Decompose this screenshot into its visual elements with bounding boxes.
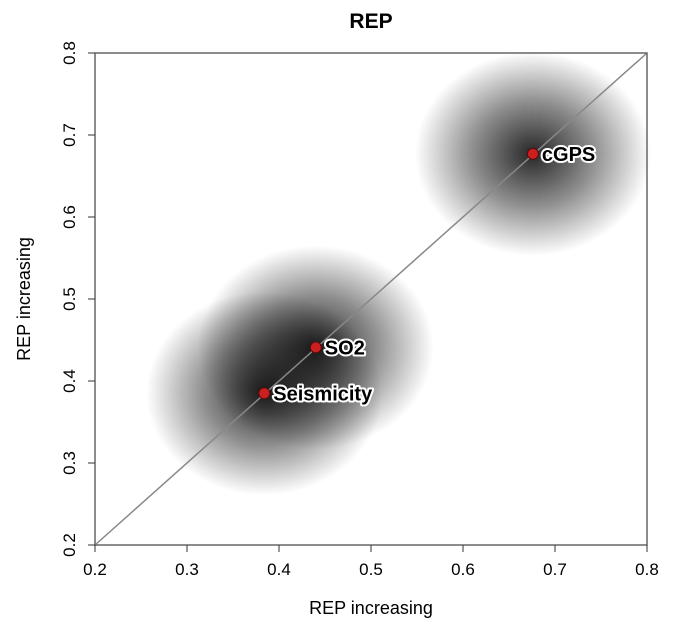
y-tick-label: 0.2 — [60, 533, 79, 557]
x-tick-label: 0.7 — [543, 560, 567, 579]
point-label: cGPS — [542, 144, 595, 166]
reference-line — [94, 52, 648, 546]
y-tick-label: 0.7 — [60, 123, 79, 147]
x-tick-label: 0.4 — [267, 560, 291, 579]
x-axis-title: REP increasing — [309, 598, 433, 618]
x-tick-label: 0.6 — [451, 560, 475, 579]
y-tick-label: 0.3 — [60, 451, 79, 475]
y-tick-label: 0.5 — [60, 287, 79, 311]
point — [526, 147, 539, 160]
y-tick-label: 0.6 — [60, 205, 79, 229]
point — [258, 387, 271, 400]
point-label: SO2 — [325, 337, 365, 359]
y-axis-title: REP increasing — [14, 237, 34, 361]
point — [309, 341, 322, 354]
x-tick-label: 0.5 — [359, 560, 383, 579]
plot-area: 0.2 0.3 0.4 0.5 0.6 0.7 0.8 0.2 0.3 0.4 0.5 0.6 0.7 0… — [60, 41, 659, 579]
chart-title: REP — [349, 10, 392, 33]
x-tick-label: 0.8 — [635, 560, 659, 579]
x-tick-label: 0.2 — [83, 560, 107, 579]
point-label: Seismicity — [273, 383, 373, 405]
x-tick-label: 0.3 — [175, 560, 199, 579]
y-tick-label: 0.4 — [60, 369, 79, 393]
y-tick-label: 0.8 — [60, 41, 79, 65]
